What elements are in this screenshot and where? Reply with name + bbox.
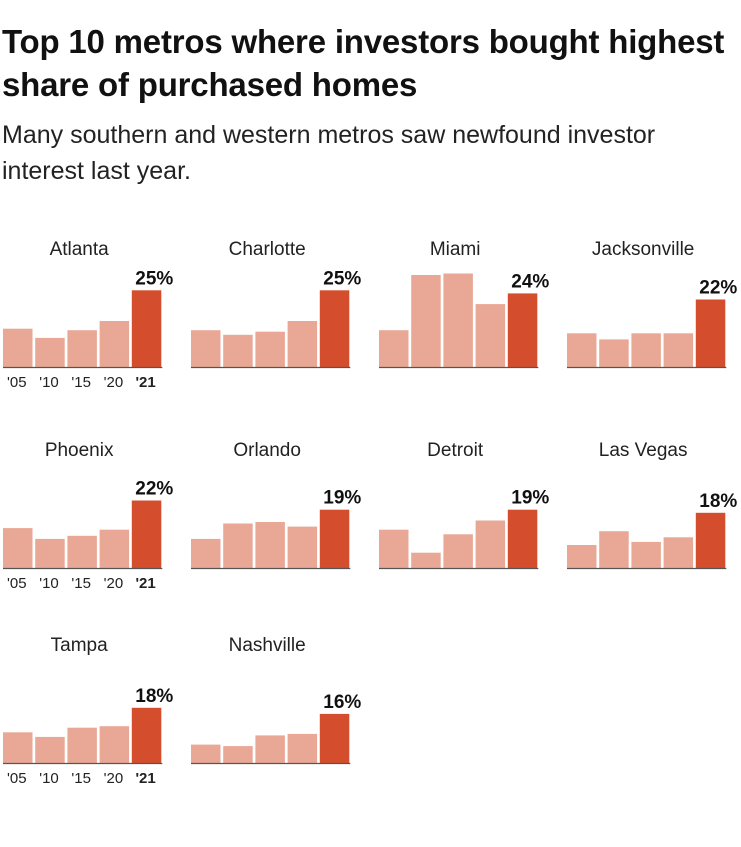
value-label-jacksonville: 22% [699, 278, 737, 299]
bar-miami-4 [507, 293, 538, 367]
value-label-nashville: 16% [323, 692, 361, 713]
value-label-detroit: 19% [511, 488, 549, 509]
year-tick-atlanta-4: '21 [135, 374, 155, 391]
value-label-las-vegas: 18% [699, 491, 737, 512]
bar-orlando-2 [255, 522, 285, 568]
bar-atlanta-4 [131, 290, 162, 367]
bar-atlanta-1 [35, 337, 65, 367]
bar-atlanta-3 [99, 321, 130, 367]
year-tick-phoenix-3: '20 [104, 575, 124, 592]
metro-name-las-vegas: Las Vegas [599, 440, 688, 461]
bar-jacksonville-0 [567, 333, 597, 367]
year-tick-tampa-4: '21 [135, 770, 155, 787]
bar-las-vegas-1 [599, 531, 629, 568]
chart-subtitle: Many southern and western metros saw new… [2, 121, 656, 185]
bar-orlando-3 [287, 526, 318, 568]
bar-charlotte-0 [191, 330, 221, 367]
bar-atlanta-0 [3, 328, 33, 367]
year-tick-tampa-3: '20 [104, 770, 124, 787]
bar-las-vegas-3 [663, 537, 694, 568]
bar-miami-1 [411, 275, 441, 367]
bar-nashville-4 [319, 713, 350, 763]
value-label-phoenix: 22% [135, 479, 173, 500]
year-tick-atlanta-2: '15 [71, 374, 91, 391]
bar-orlando-4 [319, 509, 350, 568]
value-label-charlotte: 25% [323, 268, 361, 289]
bar-jacksonville-1 [599, 339, 629, 367]
bar-nashville-3 [287, 733, 318, 763]
bar-phoenix-0 [3, 528, 33, 568]
metro-name-detroit: Detroit [427, 440, 484, 461]
bar-las-vegas-2 [631, 541, 661, 568]
bar-tampa-1 [35, 736, 65, 763]
bar-detroit-1 [411, 552, 441, 568]
metro-name-nashville: Nashville [229, 635, 306, 656]
bar-detroit-0 [379, 529, 409, 568]
bar-tampa-4 [131, 707, 162, 763]
metro-name-orlando: Orlando [233, 440, 301, 461]
bar-jacksonville-2 [631, 333, 661, 367]
bar-nashville-2 [255, 735, 285, 763]
value-label-miami: 24% [511, 271, 549, 292]
bar-miami-2 [443, 273, 473, 367]
bar-nashville-0 [191, 744, 221, 763]
bar-jacksonville-4 [695, 299, 726, 367]
bar-charlotte-4 [319, 290, 350, 367]
year-tick-atlanta-0: '05 [7, 374, 27, 391]
bar-orlando-1 [223, 523, 253, 568]
chart-title: Top 10 metros where investors bought hig… [2, 23, 725, 103]
value-label-tampa: 18% [135, 686, 173, 707]
metro-name-atlanta: Atlanta [50, 239, 110, 260]
year-tick-tampa-1: '10 [39, 770, 59, 787]
value-label-orlando: 19% [323, 488, 361, 509]
bar-charlotte-1 [223, 334, 253, 367]
bar-nashville-1 [223, 746, 253, 763]
bar-atlanta-2 [67, 330, 97, 367]
bar-orlando-0 [191, 538, 221, 568]
bar-phoenix-3 [99, 529, 130, 568]
bar-miami-0 [379, 330, 409, 367]
year-tick-phoenix-1: '10 [39, 575, 59, 592]
bar-tampa-2 [67, 727, 97, 763]
year-tick-atlanta-1: '10 [39, 374, 59, 391]
value-label-atlanta: 25% [135, 268, 173, 289]
bar-detroit-2 [443, 534, 473, 568]
year-tick-tampa-0: '05 [7, 770, 27, 787]
bar-tampa-0 [3, 732, 33, 763]
year-tick-atlanta-3: '20 [104, 374, 124, 391]
bar-detroit-4 [507, 509, 538, 568]
bar-phoenix-1 [35, 538, 65, 568]
metro-name-phoenix: Phoenix [45, 440, 114, 461]
bar-jacksonville-3 [663, 333, 694, 367]
bar-phoenix-4 [131, 500, 162, 568]
year-tick-phoenix-2: '15 [71, 575, 91, 592]
bar-tampa-3 [99, 726, 130, 763]
metro-name-miami: Miami [430, 239, 481, 260]
bar-las-vegas-4 [695, 512, 726, 568]
bar-detroit-3 [475, 520, 506, 568]
bar-charlotte-2 [255, 331, 285, 367]
year-tick-tampa-2: '15 [71, 770, 91, 787]
year-tick-phoenix-4: '21 [135, 575, 155, 592]
year-tick-phoenix-0: '05 [7, 575, 27, 592]
bar-charlotte-3 [287, 321, 318, 367]
bar-phoenix-2 [67, 535, 97, 568]
metro-name-jacksonville: Jacksonville [592, 239, 694, 260]
bar-las-vegas-0 [567, 545, 597, 568]
bar-miami-3 [475, 304, 506, 367]
metro-name-tampa: Tampa [51, 635, 108, 656]
metro-name-charlotte: Charlotte [229, 239, 306, 260]
